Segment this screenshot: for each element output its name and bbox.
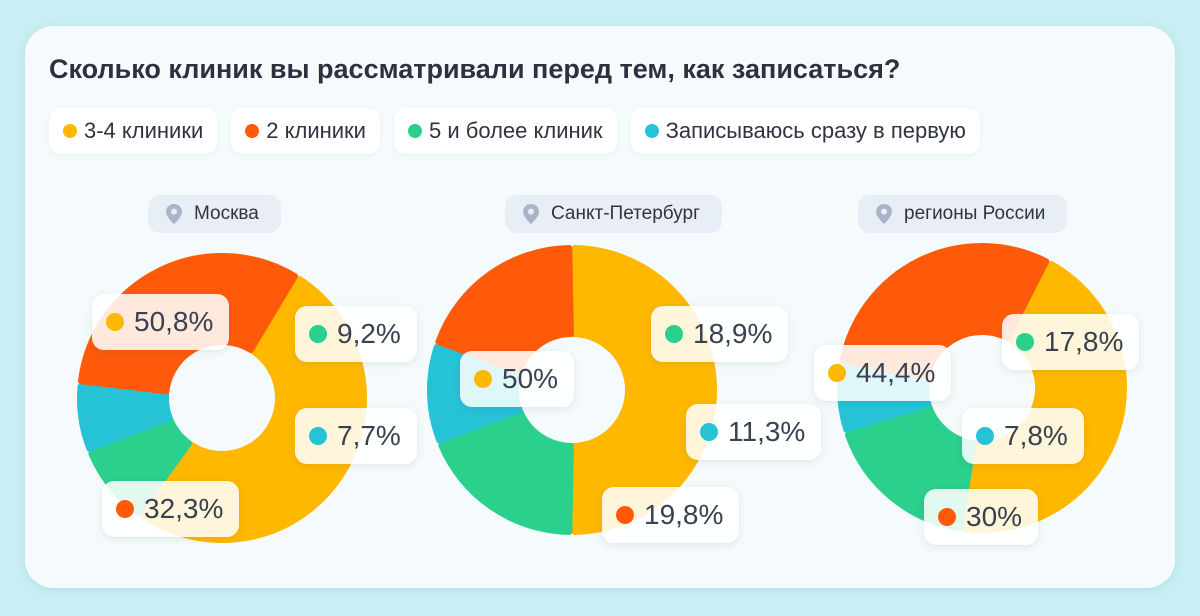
- data-label-text: 7,7%: [337, 420, 401, 451]
- data-label-moscow-first: 7,7%: [295, 408, 417, 464]
- data-label-regions-2: 30%: [924, 489, 1039, 545]
- legend-label-3-4: 3-4 клиники: [84, 118, 204, 143]
- data-label-text: 19,8%: [644, 499, 724, 530]
- label-dot: [700, 423, 718, 441]
- label-dot: [1016, 333, 1034, 351]
- data-label-text: 17,8%: [1044, 326, 1124, 357]
- legend: 3-4 клиники 2 клиники 5 и более клиник З…: [49, 108, 980, 154]
- data-label-regions-5plus: 17,8%: [1002, 314, 1140, 370]
- data-label-text: 30%: [966, 501, 1023, 532]
- donut-slice-2-c2: [839, 243, 1050, 381]
- data-label-text: 7,8%: [1004, 420, 1068, 451]
- data-label-moscow-3-4: 50,8%: [92, 294, 230, 350]
- chart-title: Сколько клиник вы рассматривали перед те…: [49, 54, 901, 84]
- data-label-moscow-2: 32,3%: [102, 481, 240, 537]
- data-label-spb-5plus: 18,9%: [651, 306, 789, 362]
- legend-label-5plus: 5 и более клиник: [428, 118, 603, 143]
- data-label-text: 9,2%: [337, 318, 401, 349]
- region-header-spb: Санкт-Петербург: [505, 195, 723, 233]
- data-label-regions-first: 7,8%: [962, 408, 1084, 464]
- location-pin-icon: [523, 204, 539, 224]
- label-dot: [309, 325, 327, 343]
- data-label-moscow-5plus: 9,2%: [295, 306, 417, 362]
- legend-item-first: Записываюсь сразу в первую: [630, 108, 980, 154]
- data-label-spb-first: 11,3%: [686, 404, 822, 460]
- legend-dot-2: [245, 124, 260, 138]
- legend-label-first: Записываюсь сразу в первую: [665, 118, 966, 143]
- data-label-text: 18,9%: [693, 318, 773, 349]
- region-header-regions: регионы России: [858, 195, 1068, 233]
- data-label-text: 11,3%: [728, 416, 806, 447]
- donut-slice-0-c1: [77, 383, 173, 452]
- region-name-regions: регионы России: [904, 203, 1046, 224]
- label-dot: [116, 500, 134, 518]
- legend-dot-3-4: [63, 124, 77, 138]
- legend-item-5plus: 5 и более клиник: [393, 108, 617, 154]
- data-label-spb-3-4: 50%: [460, 351, 575, 407]
- region-name-moscow: Москва: [194, 203, 259, 224]
- legend-item-3-4: 3-4 клиники: [49, 108, 218, 154]
- label-dot: [976, 427, 994, 445]
- label-dot: [828, 364, 846, 382]
- region-name-spb: Санкт-Петербург: [551, 203, 701, 224]
- region-header-moscow: Москва: [148, 195, 281, 233]
- label-dot: [938, 508, 956, 526]
- label-dot: [474, 370, 492, 388]
- data-label-text: 32,3%: [144, 493, 224, 524]
- label-dot: [309, 427, 327, 445]
- data-label-text: 44,4%: [856, 357, 936, 388]
- label-dot: [665, 325, 683, 343]
- label-dot: [616, 506, 634, 524]
- legend-item-2: 2 клиники: [231, 108, 380, 154]
- data-label-spb-2: 19,8%: [602, 487, 740, 543]
- location-pin-icon: [876, 204, 892, 224]
- data-label-text: 50,8%: [134, 306, 214, 337]
- data-label-text: 50%: [502, 363, 559, 394]
- label-dot: [106, 313, 124, 331]
- location-pin-icon: [166, 204, 182, 224]
- data-label-regions-3-4: 44,4%: [814, 345, 952, 401]
- legend-label-2: 2 клиники: [266, 118, 366, 143]
- legend-dot-first: [644, 124, 659, 138]
- legend-dot-5plus: [407, 124, 422, 138]
- donut-slice-1-c5: [438, 408, 574, 535]
